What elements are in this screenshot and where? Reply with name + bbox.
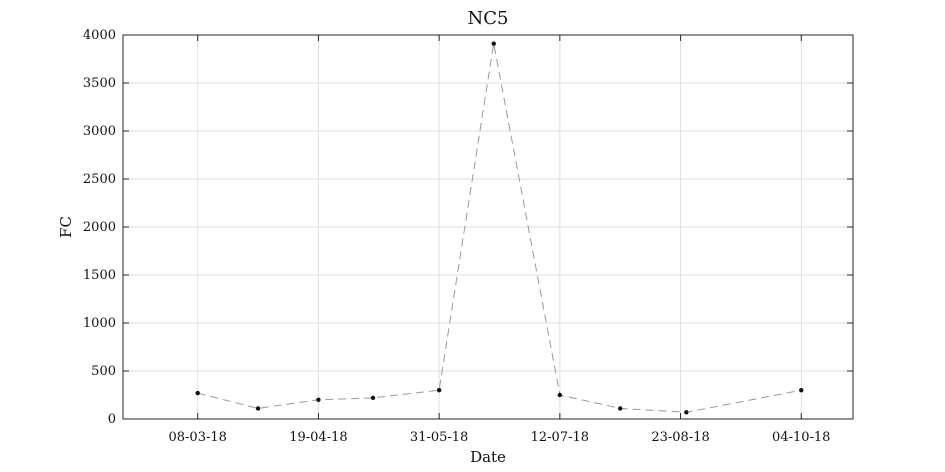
data-point xyxy=(557,392,563,398)
data-point xyxy=(195,390,200,396)
y-tick-label: 4000 xyxy=(83,28,116,43)
x-tick-label: 31-05-18 xyxy=(410,430,468,445)
x-tick-label: 08-03-18 xyxy=(169,430,227,445)
data-point xyxy=(799,388,804,393)
grid-lines xyxy=(123,34,853,420)
y-tick-label: 2000 xyxy=(83,220,116,235)
y-tick-label: 3000 xyxy=(83,124,116,139)
data-point xyxy=(436,388,442,393)
data-point xyxy=(255,406,261,411)
y-axis-label: FC xyxy=(57,216,75,238)
y-tick-label: 1000 xyxy=(83,316,116,331)
data-point xyxy=(684,410,689,415)
series-line xyxy=(197,43,802,413)
axis-ticks: 0 500 1000 1500 2000 2500 3000 3500 4000 08-03-18… xyxy=(83,28,853,445)
y-tick-label: 3500 xyxy=(83,76,116,91)
x-tick-label: 12-07-18 xyxy=(531,430,589,445)
data-point xyxy=(370,395,376,401)
y-tick-label: 500 xyxy=(91,364,116,379)
data-series xyxy=(195,41,804,415)
data-point xyxy=(618,406,623,411)
data-point xyxy=(491,41,496,46)
x-tick-label: 19-04-18 xyxy=(289,430,347,445)
y-tick-label: 1500 xyxy=(83,268,116,283)
data-point xyxy=(316,397,321,402)
x-tick-label: 23-08-18 xyxy=(651,430,709,445)
chart-title: NC5 xyxy=(468,8,509,29)
x-tick-label: 04-10-18 xyxy=(772,430,830,445)
y-tick-label: 0 xyxy=(108,412,116,427)
y-tick-label: 2500 xyxy=(83,172,116,187)
x-axis-label: Date xyxy=(470,448,506,466)
